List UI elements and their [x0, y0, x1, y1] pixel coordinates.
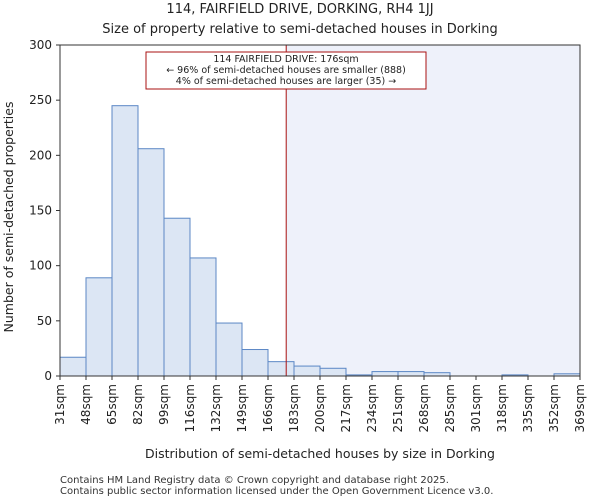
- x-tick-label: 268sqm: [417, 384, 431, 432]
- bar: [137, 148, 165, 377]
- bar: [267, 361, 295, 377]
- x-tick-label: 301sqm: [469, 384, 483, 432]
- y-axis-label: Number of semi-detached properties: [1, 102, 16, 333]
- y-tick-label: 100: [29, 259, 52, 273]
- x-tick-label: 369sqm: [573, 384, 587, 432]
- bar: [241, 349, 269, 377]
- bar: [371, 371, 399, 377]
- x-tick-label: 99sqm: [157, 384, 171, 425]
- x-tick-label: 285sqm: [443, 384, 457, 432]
- x-axis-label: Distribution of semi-detached houses by …: [145, 446, 495, 461]
- chart-subtitle: Size of property relative to semi-detach…: [102, 22, 497, 37]
- x-tick-label: 183sqm: [287, 384, 301, 432]
- x-tick-label: 217sqm: [339, 384, 353, 432]
- annotation-border: [145, 51, 427, 90]
- x-tick-label: 352sqm: [547, 384, 561, 432]
- x-tick-label: 132sqm: [209, 384, 223, 432]
- x-tick-label: 318sqm: [495, 384, 509, 432]
- bar: [189, 257, 217, 377]
- annotation-line-1: 114 FAIRFIELD DRIVE: 176sqm: [213, 54, 358, 65]
- y-tick-label: 0: [44, 369, 52, 383]
- bars: [59, 105, 581, 377]
- x-tick-label: 166sqm: [261, 384, 275, 432]
- annotation-line-2: ← 96% of semi-detached houses are smalle…: [166, 65, 406, 76]
- footer-line-1: Contains HM Land Registry data © Crown c…: [60, 475, 449, 486]
- bar: [319, 367, 347, 377]
- x-tick-label: 200sqm: [313, 384, 327, 432]
- y-tick-label: 50: [37, 314, 52, 328]
- x-ticks: 31sqm 48sqm 65sqm 82sqm 99sqm 116sqm 132sqm 149…: [53, 376, 587, 432]
- plot-area: [286, 45, 580, 376]
- footer-line-2: Contains public sector information licen…: [60, 486, 493, 497]
- x-tick-label: 31sqm: [53, 384, 67, 425]
- bar: [163, 217, 191, 377]
- y-tick-label: 150: [29, 204, 52, 218]
- chart-title: 114, FAIRFIELD DRIVE, DORKING, RH4 1JJ: [166, 2, 433, 17]
- y-tick-label: 300: [29, 38, 52, 52]
- bar: [85, 277, 113, 377]
- bar: [215, 322, 243, 377]
- x-tick-label: 82sqm: [131, 384, 145, 425]
- x-tick-label: 48sqm: [79, 384, 93, 425]
- bar: [111, 105, 139, 377]
- y-ticks: 0 50 100 150 200 250 300: [29, 38, 60, 383]
- larger-region: [286, 45, 580, 376]
- y-tick-label: 250: [29, 93, 52, 107]
- bar: [59, 356, 87, 377]
- x-tick-label: 116sqm: [183, 384, 197, 432]
- x-tick-label: 149sqm: [235, 384, 249, 432]
- bar: [293, 365, 321, 377]
- annotation-line-3: 4% of semi-detached houses are larger (3…: [176, 76, 396, 87]
- y-tick-label: 200: [29, 148, 52, 162]
- annotation-box: 114 FAIRFIELD DRIVE: 176sqm ← 96% of sem…: [145, 51, 427, 90]
- x-tick-label: 335sqm: [521, 384, 535, 432]
- x-tick-label: 251sqm: [391, 384, 405, 432]
- bar: [397, 371, 425, 377]
- x-tick-label: 65sqm: [105, 384, 119, 425]
- x-tick-label: 234sqm: [365, 384, 379, 432]
